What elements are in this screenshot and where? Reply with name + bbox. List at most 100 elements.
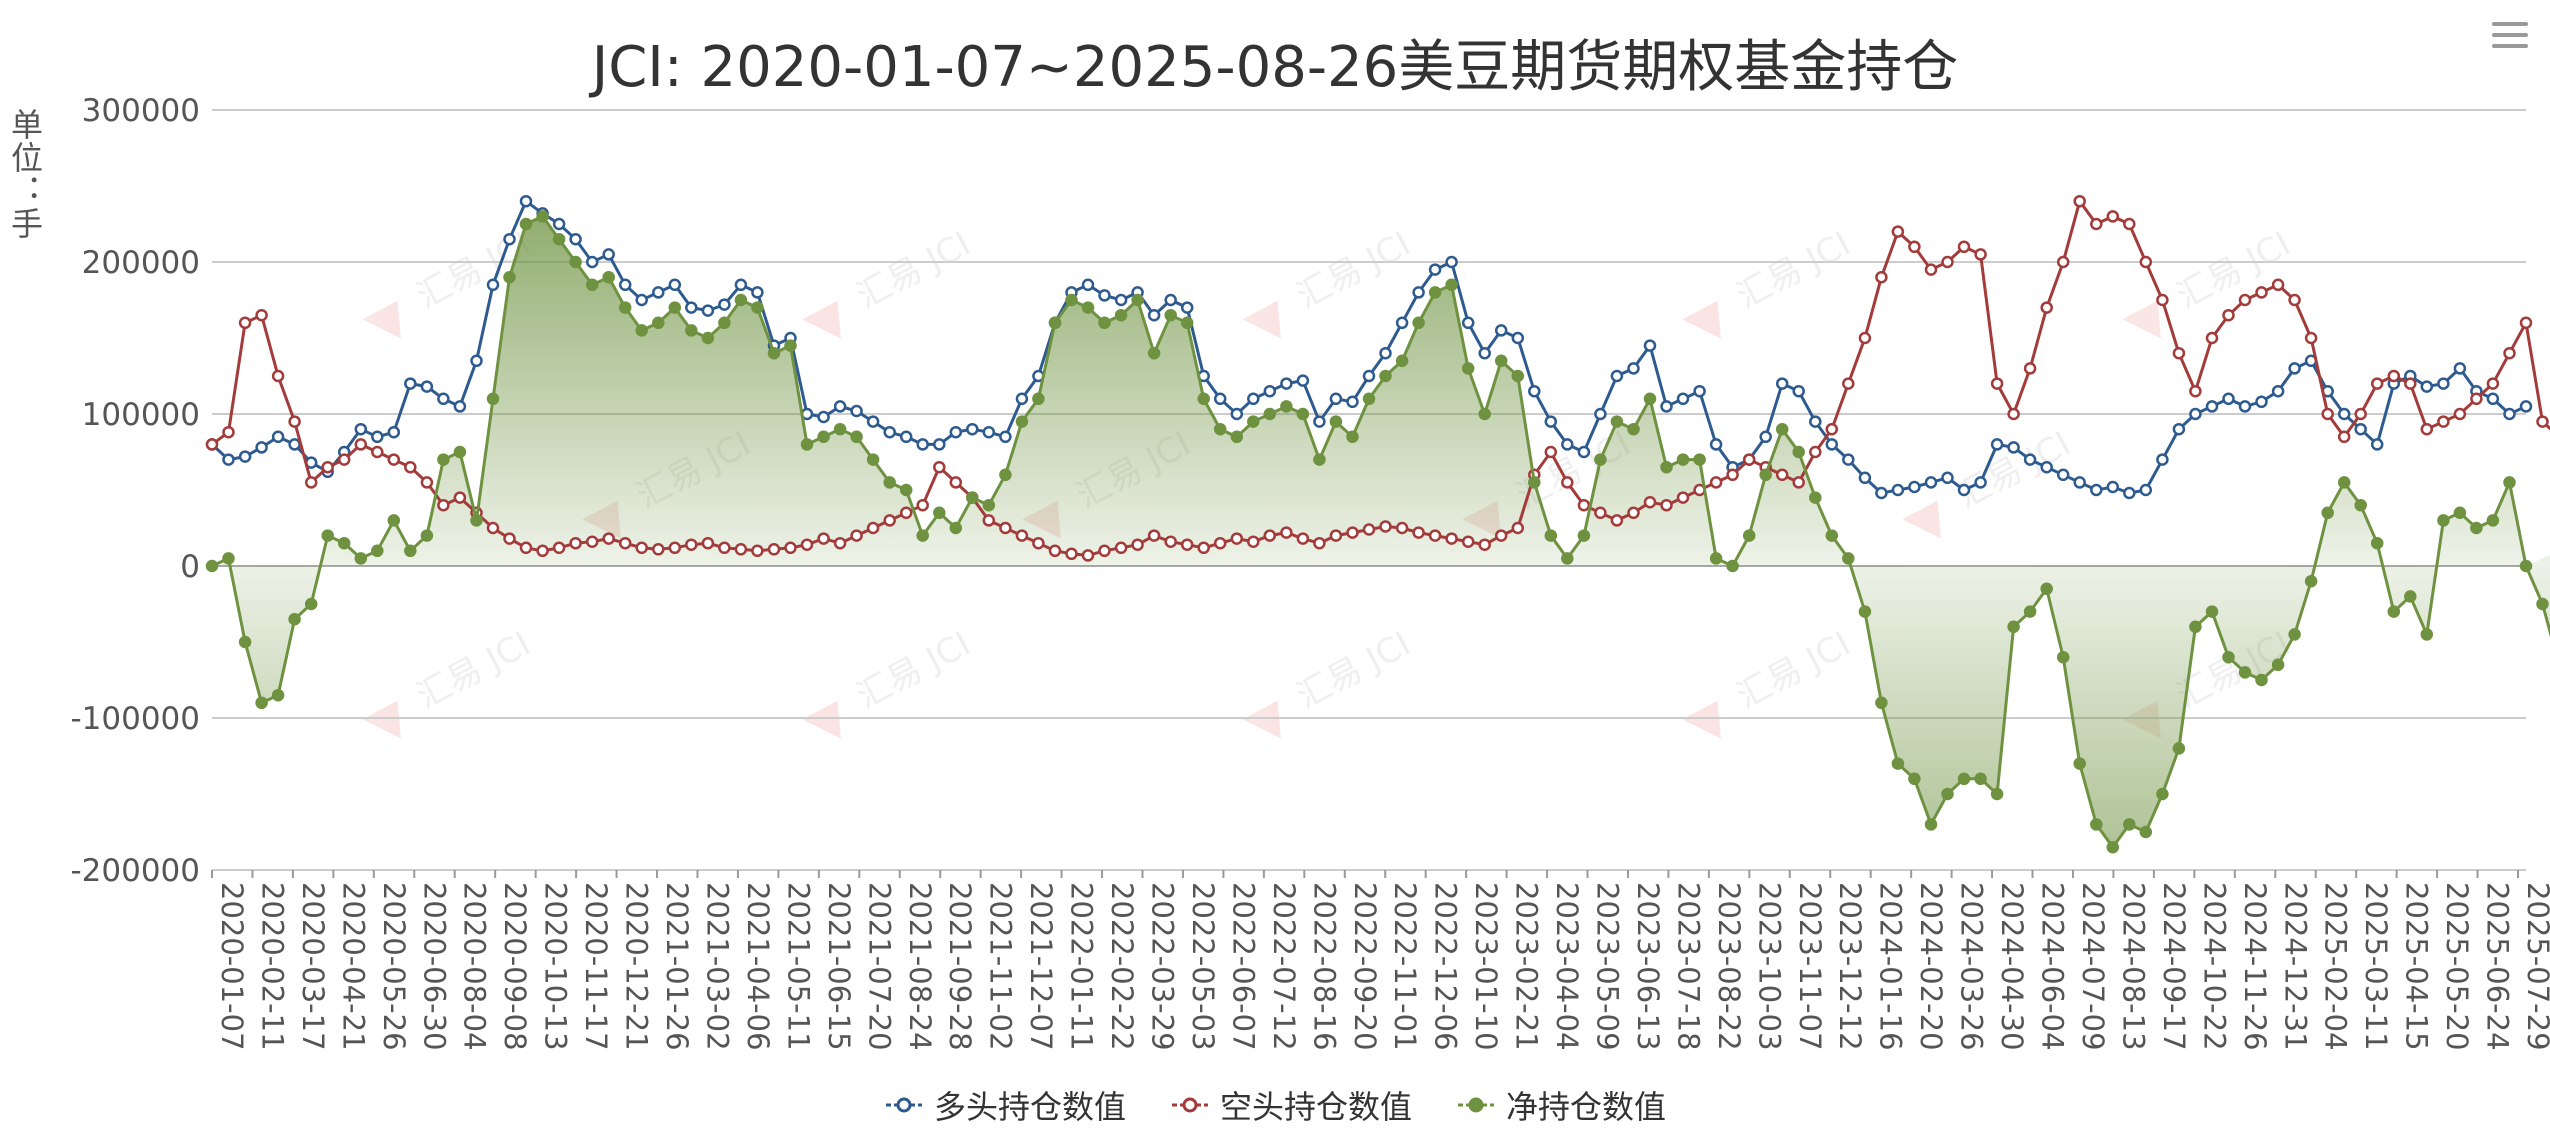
data-point-net [751,301,764,314]
data-point-net [2519,559,2533,573]
data-point-short [238,316,252,330]
data-point-net [1726,559,1739,573]
data-point-short [718,541,731,555]
data-point-short [1131,538,1144,551]
watermark-text: 汇易 JCI [410,624,537,717]
data-point-short [1065,547,1078,561]
legend-item-long[interactable]: 多头持仓数值 [884,1082,1126,1128]
x-tick-label: 2022-12-06 [1429,882,1463,1051]
data-point-net [1114,308,1128,322]
data-point-net [850,430,863,444]
data-point-long [1362,369,1376,383]
data-point-net [1974,772,1987,786]
data-point-net [817,430,830,444]
x-tick-label: 2021-05-11 [781,882,815,1051]
data-point-short [1379,520,1392,533]
data-point-long [1825,438,1839,451]
data-point-long [1561,438,1574,451]
data-point-net [519,217,533,231]
data-point-net [2040,582,2053,596]
data-point-net [1147,346,1161,360]
x-tick-label: 2023-10-03 [1752,882,1786,1051]
data-point-long [2238,400,2252,413]
data-point-long [1643,339,1657,352]
x-tick-label: 2020-10-13 [539,882,573,1051]
watermark-text: 汇易 JCI [1730,624,1857,717]
data-point-long [255,441,268,454]
data-point-short [2354,407,2367,421]
data-point-net [2222,650,2235,664]
data-point-short [2519,316,2533,330]
data-point-long [2172,422,2186,436]
data-point-short [2056,255,2070,269]
data-point-short [2007,407,2020,421]
data-point-long [652,286,665,299]
data-point-short [2503,346,2516,360]
watermark: 汇易 JCI [1242,624,1417,739]
legend-item-net[interactable]: 净持仓数值 [1456,1082,1666,1128]
data-point-long [2106,480,2120,494]
data-point-short [255,308,268,322]
series-net [205,210,2550,854]
data-point-net [2073,757,2086,770]
watermark-logo-icon [802,300,841,339]
data-point-long [569,232,582,246]
data-point-short [1180,538,1194,551]
data-point-net [784,339,797,352]
menu-icon[interactable] [2492,22,2528,54]
data-point-long [470,354,483,368]
data-point-net [2304,574,2318,588]
data-point-net [1511,369,1525,383]
data-point-short [2123,217,2136,231]
data-point-net [1627,422,1640,436]
data-point-net [569,255,582,269]
data-point-short [2090,217,2103,231]
data-point-long [1660,400,1673,413]
data-point-short [1346,526,1359,539]
x-tick-label: 2024-02-20 [1914,882,1948,1051]
data-point-short [1809,445,1822,459]
data-point-long [1528,384,1541,398]
watermark-logo-icon [1242,300,1281,339]
watermark: 汇易 JCI [802,624,977,739]
data-point-net [1594,453,1607,466]
x-tick-label: 2021-11-02 [984,882,1018,1051]
x-tick-label: 2025-03-11 [2359,882,2393,1051]
data-point-net [2354,498,2367,512]
data-point-long [2056,468,2070,482]
x-tick-label: 2022-03-29 [1145,882,1179,1051]
data-point-short [2238,293,2252,307]
data-point-long [1957,483,1971,497]
data-point-long [618,278,632,292]
data-point-long [850,404,863,418]
data-point-net [1957,772,1971,786]
data-point-net [1693,453,1706,466]
data-point-short [850,529,863,542]
data-point-short [2387,369,2401,383]
data-point-net [2123,818,2136,831]
data-point-long [668,278,682,292]
data-point-long [1990,438,2004,451]
data-point-long [1015,392,1029,406]
data-point-long [2090,483,2103,497]
data-point-net [2007,620,2020,634]
y-axis-unit-label: 单位：手 [6,108,44,240]
data-point-short [618,536,632,550]
x-tick-label: 2020-08-04 [458,882,492,1051]
data-point-net [420,529,434,542]
data-point-long [916,438,929,451]
data-point-short [420,476,434,489]
data-point-net [1825,529,1839,542]
x-tick-label: 2021-12-07 [1024,882,1058,1051]
data-point-long [2337,407,2351,421]
data-point-long [2007,441,2020,454]
data-point-net [2453,506,2467,520]
data-point-net [1428,286,1442,299]
data-point-short [817,532,830,545]
data-point-net [453,445,467,459]
x-tick-label: 2024-08-13 [2116,882,2150,1051]
legend-item-short[interactable]: 空头持仓数值 [1170,1082,1412,1128]
data-point-short [1858,331,1872,345]
data-point-net [602,270,615,284]
data-point-long [1842,453,1855,466]
